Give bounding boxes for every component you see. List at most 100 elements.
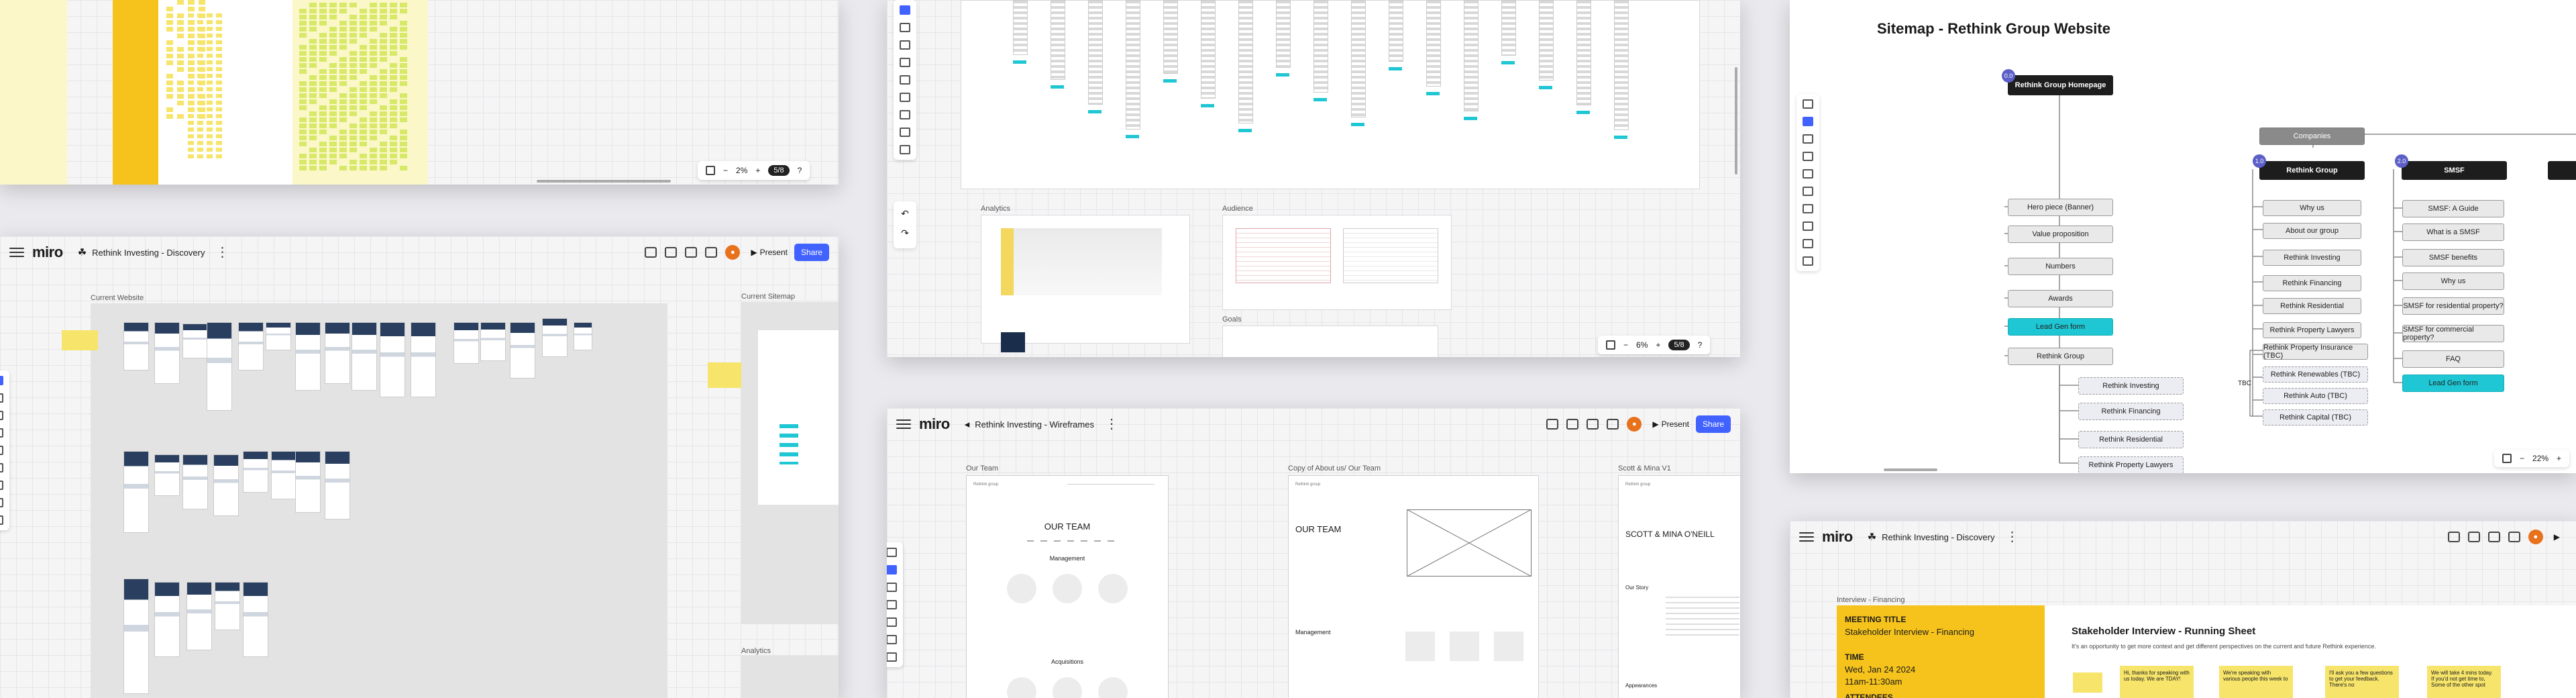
redo-icon[interactable]: ↷ [901, 228, 909, 238]
website-thumbnail[interactable] [213, 454, 239, 516]
template-icon[interactable] [900, 23, 910, 32]
frame-icon[interactable] [1803, 221, 1813, 231]
frame-label-analytics[interactable]: Analytics [981, 205, 1011, 213]
node-awards[interactable]: Awards [2008, 290, 2113, 307]
frame-label-interview[interactable]: Interview - Financing [1837, 596, 1905, 604]
zoom-out-icon[interactable]: − [2520, 454, 2525, 463]
website-thumbnail[interactable] [295, 322, 321, 391]
website-thumbnail[interactable] [510, 322, 535, 379]
website-thumbnail[interactable] [480, 322, 506, 361]
select-tool-icon[interactable] [887, 565, 897, 575]
node-lawyers[interactable]: Rethink Property Lawyers [2078, 456, 2184, 473]
vertical-scrollbar[interactable] [1735, 67, 1737, 174]
website-thumbnail[interactable] [123, 322, 149, 370]
ai-icon[interactable] [1803, 99, 1813, 109]
board-options-icon[interactable]: ⋮ [215, 245, 229, 260]
timer-icon[interactable] [1566, 419, 1579, 430]
node-rethink-group-l1[interactable]: Rethink Group [2259, 161, 2365, 180]
website-thumbnail[interactable] [325, 322, 350, 384]
timer-icon[interactable] [665, 247, 678, 258]
shapes-icon[interactable] [887, 635, 897, 644]
fit-icon[interactable] [2502, 454, 2512, 463]
website-thumbnail[interactable] [271, 451, 297, 499]
zoom-out-icon[interactable]: − [1623, 340, 1629, 350]
node-financing-l2[interactable]: Rethink Financing [2263, 275, 2361, 291]
reactions-icon[interactable] [2447, 532, 2460, 542]
website-thumbnail[interactable] [574, 322, 592, 350]
page-indicator[interactable]: 5/8 [1668, 340, 1690, 350]
help-icon[interactable]: ? [797, 166, 802, 175]
frame-icon[interactable] [900, 110, 910, 119]
main-menu-icon[interactable] [1799, 532, 1814, 542]
node-faq[interactable]: FAQ [2402, 350, 2504, 368]
board-title[interactable]: Rethink Investing - Discovery [1882, 532, 1995, 542]
user-avatar[interactable]: ● [2528, 530, 2543, 544]
website-thumbnail[interactable] [266, 322, 291, 350]
frame-label-scott[interactable]: Scott & Mina V1 [1618, 464, 1671, 472]
node-residential-l2[interactable]: Rethink Residential [2263, 298, 2361, 314]
video-icon[interactable] [685, 247, 698, 258]
template-icon[interactable] [1803, 134, 1813, 144]
main-menu-icon[interactable] [9, 248, 24, 257]
website-thumbnail[interactable] [186, 582, 212, 650]
present-button[interactable]: ▶ Present [1652, 419, 1689, 429]
more-tools-icon[interactable] [900, 145, 910, 154]
select-tool-icon[interactable] [1803, 117, 1813, 126]
comment-icon[interactable] [900, 128, 910, 137]
user-avatar[interactable]: ● [1627, 417, 1642, 432]
sticky-note-icon[interactable] [887, 600, 897, 609]
node-why-us-smsf[interactable]: Why us [2402, 272, 2504, 290]
node-lawyers-l2[interactable]: Rethink Property Lawyers [2263, 322, 2361, 338]
comment-icon[interactable] [1803, 239, 1813, 248]
video-icon[interactable] [2487, 532, 2500, 542]
zoom-out-icon[interactable]: − [723, 166, 729, 175]
node-residential[interactable]: Rethink Residential [2078, 431, 2184, 448]
text-icon[interactable] [0, 428, 3, 438]
more-tools-icon[interactable] [1803, 256, 1813, 266]
frame-label-analytics[interactable]: Analytics [741, 647, 771, 655]
video-icon[interactable] [1587, 419, 1599, 430]
fit-icon[interactable] [1606, 340, 1615, 350]
website-thumbnail[interactable] [154, 582, 180, 657]
website-thumbnail[interactable] [380, 322, 405, 397]
website-thumbnail[interactable] [215, 582, 240, 630]
node-renewables[interactable]: Rethink Renewables (TBC) [2263, 366, 2368, 383]
website-thumbnail[interactable] [542, 318, 568, 357]
text-icon[interactable] [900, 58, 910, 67]
zoom-in-icon[interactable]: + [1656, 340, 1661, 350]
shapes-icon[interactable] [0, 446, 3, 455]
template-icon[interactable] [887, 583, 897, 592]
frame-label-current-sitemap[interactable]: Current Sitemap [741, 293, 796, 301]
sticky-note-icon[interactable] [0, 411, 3, 420]
frame-label-current-website[interactable]: Current Website [91, 294, 144, 302]
board-options-icon[interactable]: ⋮ [1104, 417, 1118, 432]
node-rethink-group[interactable]: Rethink Group [2008, 348, 2113, 365]
node-financing[interactable]: Rethink Financing [2078, 403, 2184, 420]
sticky-note-icon[interactable] [900, 40, 910, 50]
present-button[interactable]: ▶ Present [751, 248, 788, 257]
text-icon[interactable] [1803, 169, 1813, 179]
user-avatar[interactable]: ● [725, 245, 741, 260]
node-auto[interactable]: Rethink Auto (TBC) [2263, 388, 2368, 404]
website-thumbnail[interactable] [154, 454, 180, 496]
select-tool-icon[interactable] [0, 376, 3, 385]
node-smsf-res[interactable]: SMSF for residential property? [2402, 297, 2504, 315]
node-investing-l2[interactable]: Rethink Investing [2263, 250, 2361, 266]
node-smsf-benefits[interactable]: SMSF benefits [2402, 249, 2504, 266]
node-investing[interactable]: Rethink Investing [2078, 377, 2184, 395]
website-thumbnail[interactable] [182, 454, 208, 509]
page-indicator[interactable]: 5/8 [768, 165, 790, 176]
reactions-icon[interactable] [645, 247, 657, 258]
share-button[interactable]: Share [794, 244, 829, 261]
website-thumbnail[interactable] [123, 451, 149, 533]
present-button[interactable]: ▶ [2554, 532, 2560, 542]
zoom-in-icon[interactable]: + [755, 166, 761, 175]
node-homepage[interactable]: Rethink Group Homepage [2008, 75, 2113, 95]
fit-icon[interactable] [706, 166, 715, 175]
node-smsf-guide[interactable]: SMSF: A Guide [2402, 200, 2504, 217]
frame-label-our-team[interactable]: Our Team [966, 464, 999, 472]
website-thumbnail[interactable] [207, 322, 232, 411]
more-tools-icon[interactable] [0, 515, 3, 525]
board-options-icon[interactable]: ⋮ [2005, 530, 2019, 544]
timer-icon[interactable] [2467, 532, 2480, 542]
